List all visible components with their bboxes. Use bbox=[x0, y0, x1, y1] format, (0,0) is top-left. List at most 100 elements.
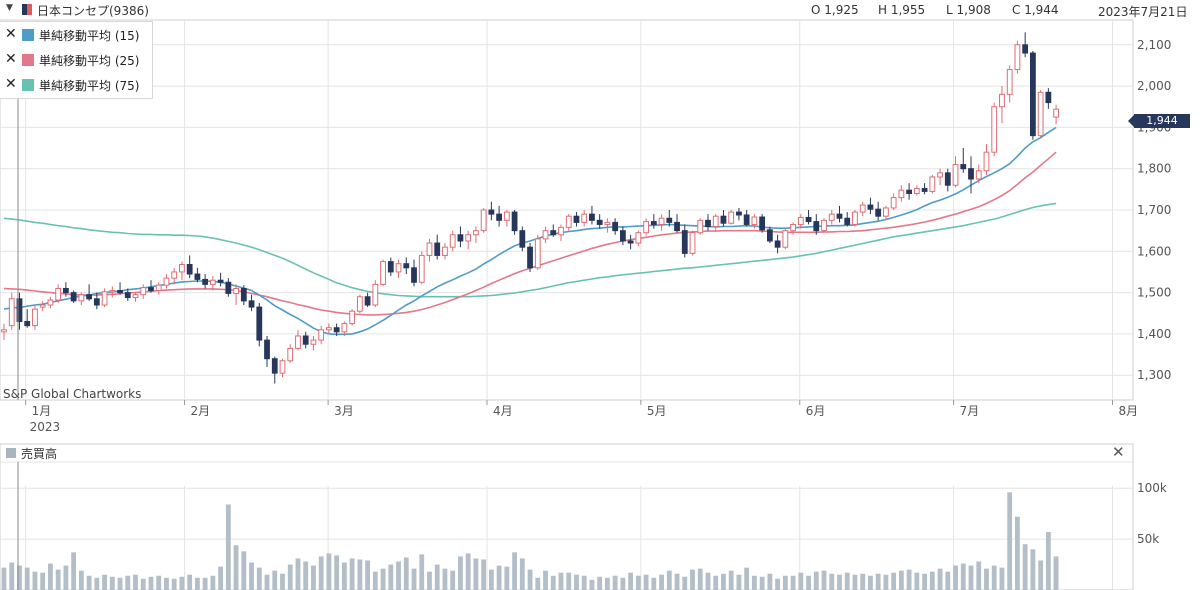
volume-bar bbox=[411, 568, 417, 590]
y-tick-label: 1,700 bbox=[1137, 203, 1171, 217]
volume-bar bbox=[458, 556, 463, 590]
volume-bar bbox=[341, 562, 347, 590]
candle bbox=[488, 201, 495, 221]
candle bbox=[511, 210, 518, 235]
low-value: L 1,908 bbox=[946, 3, 991, 17]
volume-bar bbox=[960, 563, 966, 590]
ma15-line-layer bbox=[3, 126, 1057, 336]
volume-bar bbox=[612, 575, 618, 590]
volume-swatch bbox=[6, 448, 16, 458]
candle bbox=[186, 255, 193, 279]
candle-body bbox=[720, 215, 727, 224]
candle-body bbox=[890, 197, 897, 209]
current-date: 2023年7月21日 bbox=[1098, 5, 1188, 19]
candle-body bbox=[496, 213, 503, 221]
candle bbox=[944, 168, 951, 192]
ma75-line bbox=[3, 202, 1057, 298]
candle bbox=[619, 226, 626, 246]
candle-body bbox=[534, 238, 541, 269]
candle bbox=[782, 228, 789, 250]
candle-body bbox=[380, 261, 386, 285]
candle-body bbox=[836, 213, 843, 219]
volume-bar bbox=[40, 572, 46, 590]
candle bbox=[983, 143, 990, 175]
candle bbox=[828, 210, 835, 225]
candle bbox=[163, 274, 170, 289]
candle-body bbox=[148, 287, 154, 292]
candle-body bbox=[287, 347, 294, 362]
volume-bar bbox=[829, 573, 835, 590]
volume-bar bbox=[891, 572, 897, 590]
candle bbox=[240, 285, 247, 305]
candle-body bbox=[217, 279, 224, 283]
volume-bar bbox=[427, 571, 432, 590]
candle bbox=[859, 201, 866, 217]
volume-bar bbox=[821, 570, 827, 590]
candle bbox=[109, 286, 116, 298]
candle-body bbox=[341, 323, 348, 333]
last-price-marker: 1,944 bbox=[1128, 114, 1190, 128]
candle-body bbox=[387, 261, 394, 273]
data-credit: S&P Global Chartworks bbox=[3, 387, 142, 401]
volume-bar bbox=[527, 569, 533, 590]
candle bbox=[875, 201, 882, 221]
candle bbox=[496, 205, 503, 227]
volume-bar bbox=[1007, 492, 1013, 590]
volume-panel-frame bbox=[0, 443, 1134, 590]
volume-bar bbox=[71, 552, 77, 590]
candle bbox=[999, 86, 1005, 124]
candle bbox=[62, 282, 69, 297]
candle bbox=[790, 222, 796, 235]
chart-header: ▼ 日本コンセプ(9386) O 1,925 H 1,955 L 1,908 C… bbox=[0, 0, 1200, 20]
collapse-caret-icon[interactable]: ▼ bbox=[6, 3, 13, 13]
candle-body bbox=[403, 263, 410, 269]
volume-bar bbox=[349, 558, 355, 590]
volume-bar bbox=[682, 576, 688, 590]
volume-bar bbox=[651, 577, 657, 590]
volume-bar bbox=[875, 573, 881, 590]
candle bbox=[1045, 88, 1052, 109]
volume-bar bbox=[929, 571, 935, 590]
volume-bar bbox=[63, 565, 69, 590]
remove-indicator-close-icon[interactable]: ✕ bbox=[5, 76, 17, 92]
candle-body bbox=[179, 264, 185, 273]
close-volume-panel-icon[interactable]: ✕ bbox=[1112, 443, 1125, 461]
candle-body bbox=[589, 213, 595, 221]
volume-bar bbox=[751, 575, 757, 590]
candle-body bbox=[1029, 52, 1036, 137]
candle-body bbox=[619, 230, 626, 242]
candle-body bbox=[689, 232, 696, 254]
volume-bar bbox=[78, 570, 84, 590]
candle-body bbox=[418, 254, 425, 283]
candle-body bbox=[650, 221, 657, 225]
volume-bar bbox=[775, 578, 781, 590]
candle bbox=[627, 234, 634, 250]
candle bbox=[179, 261, 185, 281]
candle-body bbox=[264, 339, 270, 360]
volume-bar bbox=[303, 561, 309, 590]
candle bbox=[395, 259, 402, 279]
candle bbox=[264, 335, 270, 367]
legend-item-ma75: ✕ 単純移動平均 (75) bbox=[0, 73, 152, 97]
remove-indicator-close-icon[interactable]: ✕ bbox=[5, 51, 17, 67]
volume-gridlines bbox=[0, 443, 1134, 590]
candle-body bbox=[643, 221, 649, 234]
candle bbox=[55, 284, 62, 303]
candle bbox=[47, 296, 54, 309]
candle bbox=[836, 205, 843, 223]
remove-indicator-close-icon[interactable]: ✕ bbox=[5, 26, 17, 42]
volume-bar bbox=[133, 574, 138, 590]
candle-body bbox=[805, 216, 812, 223]
candle bbox=[356, 294, 363, 314]
candle bbox=[542, 226, 549, 244]
legend-swatch bbox=[22, 29, 34, 41]
candle-body bbox=[658, 217, 665, 225]
candle-body bbox=[155, 284, 162, 292]
volume-bar bbox=[450, 570, 456, 590]
volume-bar bbox=[481, 559, 487, 590]
candle bbox=[39, 300, 46, 312]
candle bbox=[271, 356, 278, 384]
candle-body bbox=[411, 267, 417, 283]
candle bbox=[148, 280, 154, 293]
candle-body bbox=[449, 234, 456, 248]
